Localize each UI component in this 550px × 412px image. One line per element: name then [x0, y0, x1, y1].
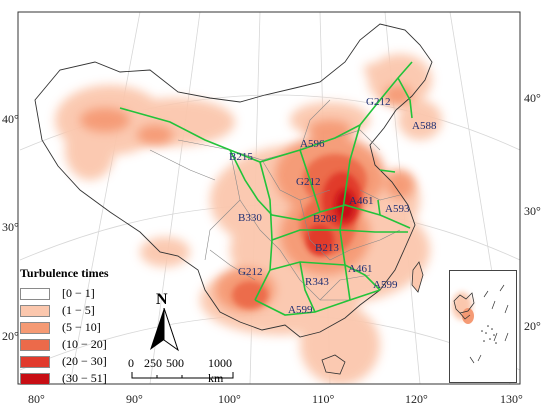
legend-item: (20 − 30]: [20, 353, 160, 370]
route-label: A596: [300, 138, 325, 150]
route-label: A461: [349, 195, 374, 207]
route-label: A599: [288, 304, 313, 316]
lon-tick: 90°: [126, 392, 143, 406]
taiwan-island: [411, 261, 424, 293]
legend-swatch: [20, 287, 50, 300]
lat-tick-right: 30°: [524, 204, 541, 218]
hainan-island: [321, 354, 346, 375]
legend-item: [0 − 1]: [20, 285, 160, 302]
scale-bar-line: [131, 372, 234, 379]
legend-item: (1 − 5]: [20, 302, 160, 319]
legend-label: (1 − 5]: [62, 303, 95, 317]
legend-label: (5 − 10]: [62, 320, 101, 334]
scale-label: 1000 km: [208, 356, 232, 385]
route-label: G212: [296, 176, 321, 188]
legend-swatch: [20, 338, 50, 351]
route-label: A599: [373, 279, 398, 291]
lat-tick-right: 20°: [524, 319, 541, 333]
inset-map-drawing: [452, 284, 509, 364]
lon-tick: 130°: [500, 392, 523, 406]
scale-label: 250: [144, 356, 162, 370]
lat-tick-left: 30°: [2, 220, 19, 234]
legend-swatch: [20, 321, 50, 334]
lon-tick: 80°: [28, 392, 45, 406]
route-label: G212: [238, 266, 263, 278]
lon-tick: 110°: [312, 392, 335, 406]
route-label: G212: [366, 96, 391, 108]
country-outline: [34, 23, 433, 338]
route-label: A461: [348, 263, 373, 275]
scale-bar: 0 250 500 1000 km: [128, 356, 238, 385]
routes: [119, 61, 413, 316]
route-label: B330: [238, 212, 262, 224]
legend-item: (30 − 51]: [20, 370, 160, 387]
route-label: A588: [412, 120, 437, 132]
lon-tick: 120°: [405, 392, 428, 406]
route-label: R343: [305, 276, 329, 288]
legend-item: (10 − 20]: [20, 336, 160, 353]
lat-tick-left: 20°: [2, 329, 19, 343]
lat-tick-left: 40°: [2, 112, 19, 126]
legend-label: (10 − 20]: [62, 337, 107, 351]
lat-tick-right: 40°: [524, 91, 541, 105]
scale-label: 0: [128, 356, 134, 370]
legend-swatch: [20, 372, 50, 385]
north-label: N: [156, 291, 168, 308]
legend: Turbulence times [0 − 1] (1 − 5] (5 − 10…: [20, 266, 160, 387]
scale-label: 500: [166, 356, 184, 370]
route-label: B208: [313, 213, 337, 225]
legend-item: (5 − 10]: [20, 319, 160, 336]
route-label: B215: [229, 151, 253, 163]
route-label: A593: [385, 203, 410, 215]
legend-label: (30 − 51]: [62, 371, 107, 385]
legend-label: [0 − 1]: [62, 286, 95, 300]
north-arrow-icon: [150, 308, 179, 352]
route-label: B213: [315, 242, 339, 254]
legend-title: Turbulence times: [20, 266, 109, 280]
legend-label: (20 − 30]: [62, 354, 107, 368]
lon-tick: 100°: [218, 392, 241, 406]
map-frame: [17, 11, 521, 385]
province-boundaries: [149, 99, 401, 301]
inset-map: [449, 270, 517, 383]
legend-swatch: [20, 304, 50, 317]
legend-swatch: [20, 355, 50, 368]
north-arrow: N: [144, 292, 184, 352]
